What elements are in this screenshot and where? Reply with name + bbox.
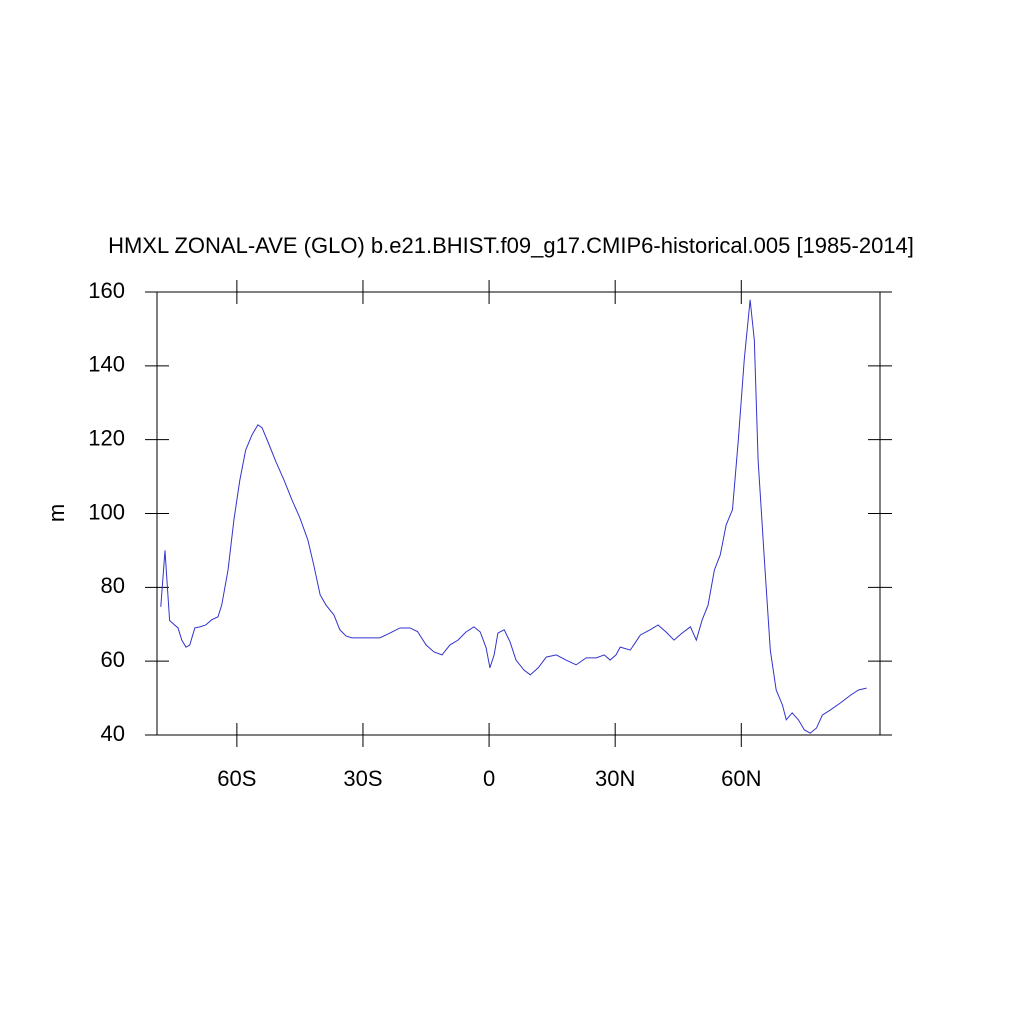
plot-frame xyxy=(156,291,881,736)
y-tick-label: 120 xyxy=(88,425,125,450)
y-tick-label: 40 xyxy=(101,721,125,746)
y-tick-label: 160 xyxy=(88,278,125,303)
y-axis-label: m xyxy=(44,504,69,522)
chart-title: HMXL ZONAL-AVE (GLO) b.e21.BHIST.f09_g17… xyxy=(108,233,914,258)
x-tick-label: 0 xyxy=(483,766,495,791)
x-tick-label: 60S xyxy=(217,766,256,791)
y-tick-label: 100 xyxy=(88,499,125,524)
data-line xyxy=(160,299,867,734)
x-tick-label: 60N xyxy=(721,766,761,791)
y-tick-label: 140 xyxy=(88,352,125,377)
y-tick-label: 80 xyxy=(101,573,125,598)
x-tick-label: 30N xyxy=(595,766,635,791)
y-tick-label: 60 xyxy=(101,647,125,672)
x-tick-label: 30S xyxy=(343,766,382,791)
